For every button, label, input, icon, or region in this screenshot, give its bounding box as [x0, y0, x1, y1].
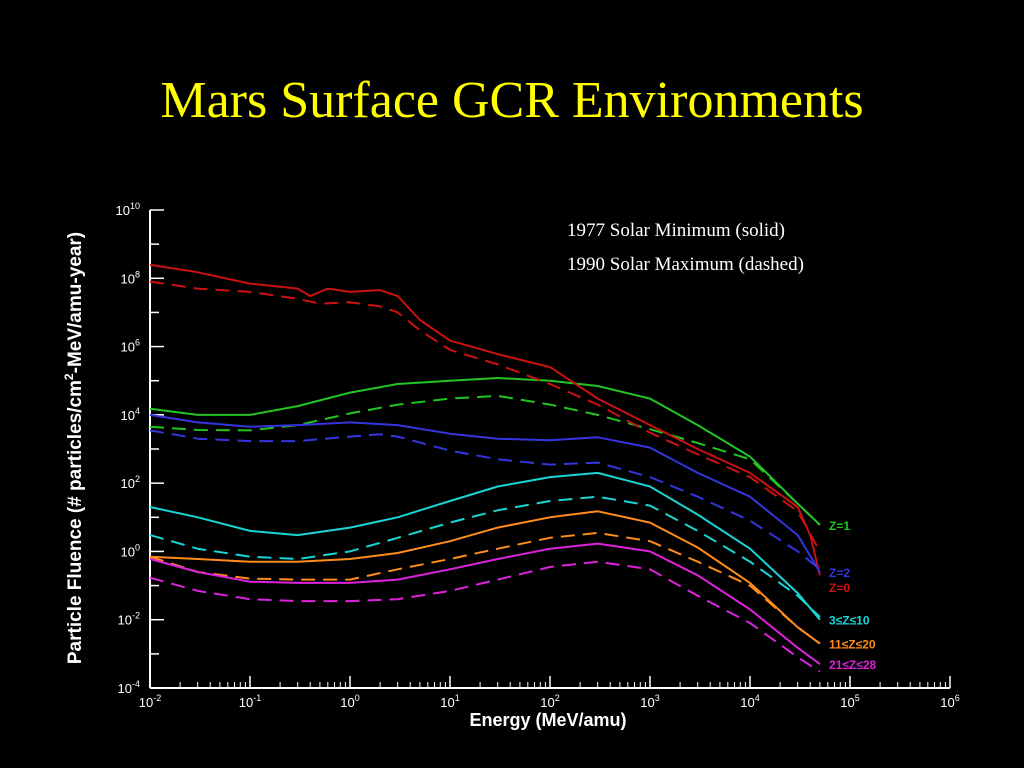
x-tick-label: 10-2 — [139, 693, 161, 710]
series-z-0-solar-max-line — [149, 280, 821, 552]
y-tick-base: 10 — [121, 544, 135, 559]
y-tick-base: 10 — [121, 340, 135, 355]
x-axis-title: Energy (MeV/amu) — [469, 710, 626, 730]
x-tick-base: 10 — [940, 695, 954, 710]
x-tick-label: 100 — [340, 693, 359, 710]
x-tick-label: 104 — [740, 693, 759, 710]
x-tick-base: 10 — [840, 695, 854, 710]
y-tick-label: 108 — [121, 269, 140, 286]
x-tick-exponent: 1 — [455, 693, 460, 703]
series-z-2-solar-min-line — [149, 413, 821, 573]
y-tick-exponent: 10 — [130, 201, 140, 211]
x-tick-exponent: 6 — [955, 693, 960, 703]
series-label: 11≤Z≤20 — [829, 638, 876, 652]
series-lines — [149, 263, 821, 673]
y-tick-exponent: 4 — [135, 406, 140, 416]
series-z-1-solar-max-line — [149, 394, 821, 526]
x-tick-base: 10 — [139, 695, 153, 710]
x-tick-exponent: 2 — [555, 693, 560, 703]
series-21-z-28-solar-max-line — [149, 560, 821, 673]
y-tick-label: 10-4 — [118, 679, 140, 696]
y-tick-label: 1010 — [116, 201, 140, 218]
x-tick-exponent: 5 — [855, 693, 860, 703]
series-z-1-solar-min-line — [149, 377, 821, 526]
series-11-z-20-solar-min-line — [149, 510, 821, 645]
x-tick-exponent: 0 — [355, 693, 360, 703]
y-tick-base: 10 — [118, 613, 132, 628]
series-label: Z=2 — [829, 566, 850, 580]
x-tick-exponent: -1 — [253, 693, 261, 703]
series-3-z-10-solar-min-line — [149, 471, 821, 621]
x-tick-label: 106 — [940, 693, 959, 710]
slide-title: Mars Surface GCR Environments — [160, 72, 864, 129]
x-tick-base: 10 — [340, 695, 354, 710]
y-tick-exponent: -4 — [132, 679, 140, 689]
y-tick-label: 104 — [121, 406, 140, 423]
x-tick-base: 10 — [640, 695, 654, 710]
series-label: 21≤Z≤28 — [829, 658, 877, 672]
x-tick-label: 101 — [440, 693, 459, 710]
series-21-z-28-solar-min-line — [149, 542, 821, 665]
x-tick-base: 10 — [239, 695, 253, 710]
y-tick-base: 10 — [121, 271, 135, 286]
y-axis-title-rest: -MeV/amu-year) — [65, 232, 86, 374]
x-tick-exponent: 3 — [655, 693, 660, 703]
x-tick-base: 10 — [540, 695, 554, 710]
y-tick-exponent: 6 — [135, 338, 140, 348]
series-3-z-10-solar-max-line — [149, 495, 821, 618]
y-tick-base: 10 — [121, 476, 135, 491]
y-tick-exponent: 2 — [135, 474, 140, 484]
axes: 10-2 10-1 100 101 102 103 104 105 10610-410-2100… — [116, 201, 960, 710]
y-tick-base: 10 — [121, 408, 135, 423]
x-tick-exponent: -2 — [153, 693, 161, 703]
y-tick-exponent: -2 — [132, 611, 140, 621]
x-tick-label: 102 — [540, 693, 559, 710]
series-z-0-solar-min-line — [149, 263, 821, 576]
y-tick-exponent: 0 — [135, 542, 140, 552]
legend-dashed: 1990 Solar Maximum (dashed) — [567, 254, 804, 275]
x-tick-label: 103 — [640, 693, 659, 710]
y-axis-title-sup: 2 — [62, 373, 76, 380]
series-11-z-20-solar-max-line — [149, 531, 821, 645]
y-tick-label: 10-2 — [118, 611, 140, 628]
y-tick-base: 10 — [116, 203, 130, 218]
x-tick-base: 10 — [440, 695, 454, 710]
y-tick-base: 10 — [118, 681, 132, 696]
x-tick-exponent: 4 — [755, 693, 760, 703]
y-tick-label: 100 — [121, 542, 140, 559]
x-tick-base: 10 — [740, 695, 754, 710]
x-tick-label: 105 — [840, 693, 859, 710]
y-tick-exponent: 8 — [135, 269, 140, 279]
y-axis-title-main: Particle Fluence (# particles/cm — [65, 380, 86, 664]
y-tick-label: 106 — [121, 338, 140, 355]
series-labels: Z=1 Z=2Z=0 3≤Z≤10 11≤Z≤20 21≤Z≤28 — [829, 519, 877, 672]
y-axis-title: Particle Fluence (# particles/cm2-MeV/am… — [62, 232, 86, 664]
legend-solid: 1977 Solar Minimum (solid) — [567, 220, 785, 241]
series-label: Z=1 — [829, 519, 850, 533]
x-tick-label: 10-1 — [239, 693, 261, 710]
y-tick-label: 102 — [121, 474, 140, 491]
series-label: 3≤Z≤10 — [829, 614, 870, 628]
series-z-2-solar-max-line — [149, 429, 821, 571]
series-label: Z=0 — [829, 581, 850, 595]
